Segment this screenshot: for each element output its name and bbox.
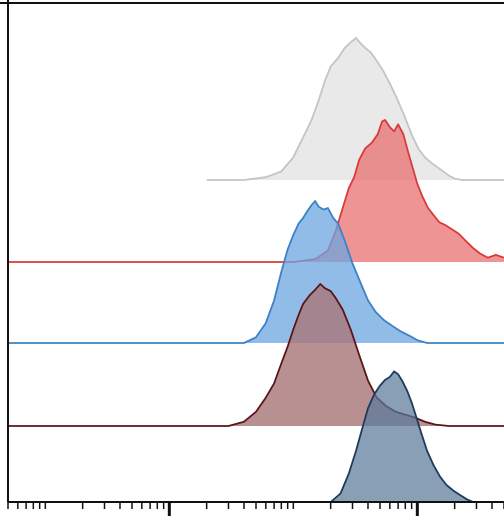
series-5-outline <box>8 370 504 503</box>
series-3 <box>8 200 504 344</box>
series-2-outline <box>8 119 504 263</box>
series-1-outline <box>206 37 504 181</box>
series-5-area <box>8 371 504 502</box>
series-5 <box>8 370 504 503</box>
series-3-outline <box>8 200 504 344</box>
series-1-area <box>206 38 504 180</box>
series-4 <box>8 283 504 427</box>
series-4-area <box>8 284 504 426</box>
series-2-area <box>8 120 504 262</box>
series-4-outline <box>8 283 504 427</box>
series-2 <box>8 119 504 263</box>
series-1 <box>206 37 504 181</box>
